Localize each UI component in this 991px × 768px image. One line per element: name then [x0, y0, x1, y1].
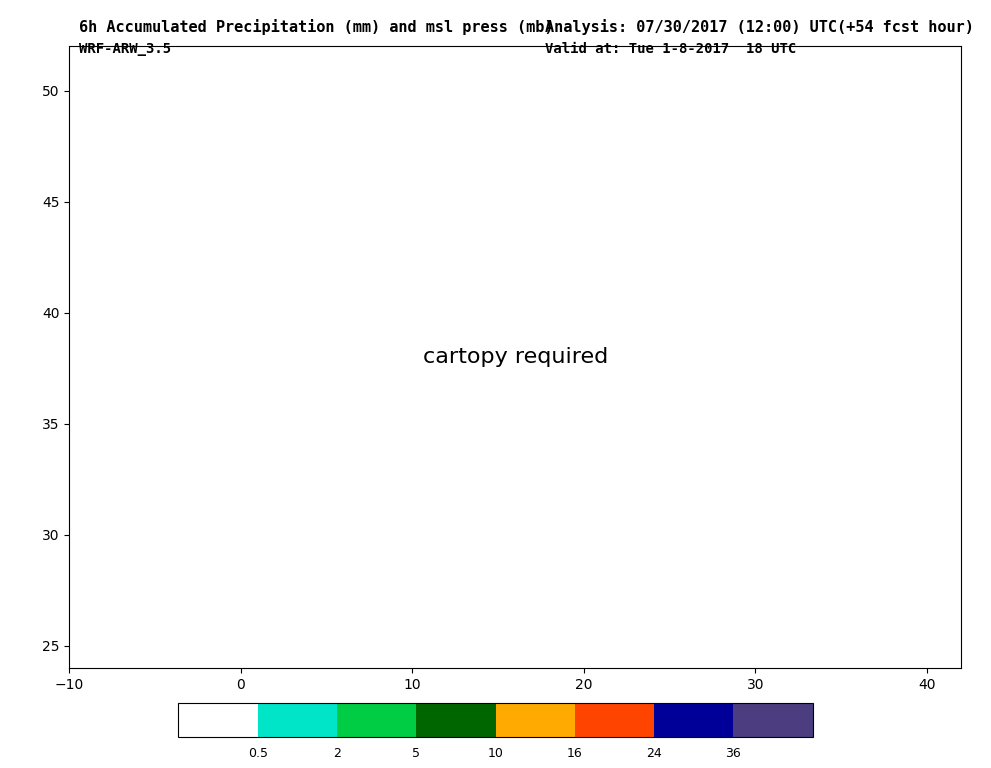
- Text: Valid at: Tue 1-8-2017  18 UTC: Valid at: Tue 1-8-2017 18 UTC: [545, 42, 797, 56]
- Text: cartopy required: cartopy required: [423, 347, 607, 367]
- Text: 6h Accumulated Precipitation (mm) and msl press (mb): 6h Accumulated Precipitation (mm) and ms…: [79, 19, 554, 35]
- Text: Analysis: 07/30/2017 (12:00) UTC(+54 fcst hour): Analysis: 07/30/2017 (12:00) UTC(+54 fcs…: [545, 19, 974, 35]
- Text: WRF-ARW_3.5: WRF-ARW_3.5: [79, 42, 171, 56]
